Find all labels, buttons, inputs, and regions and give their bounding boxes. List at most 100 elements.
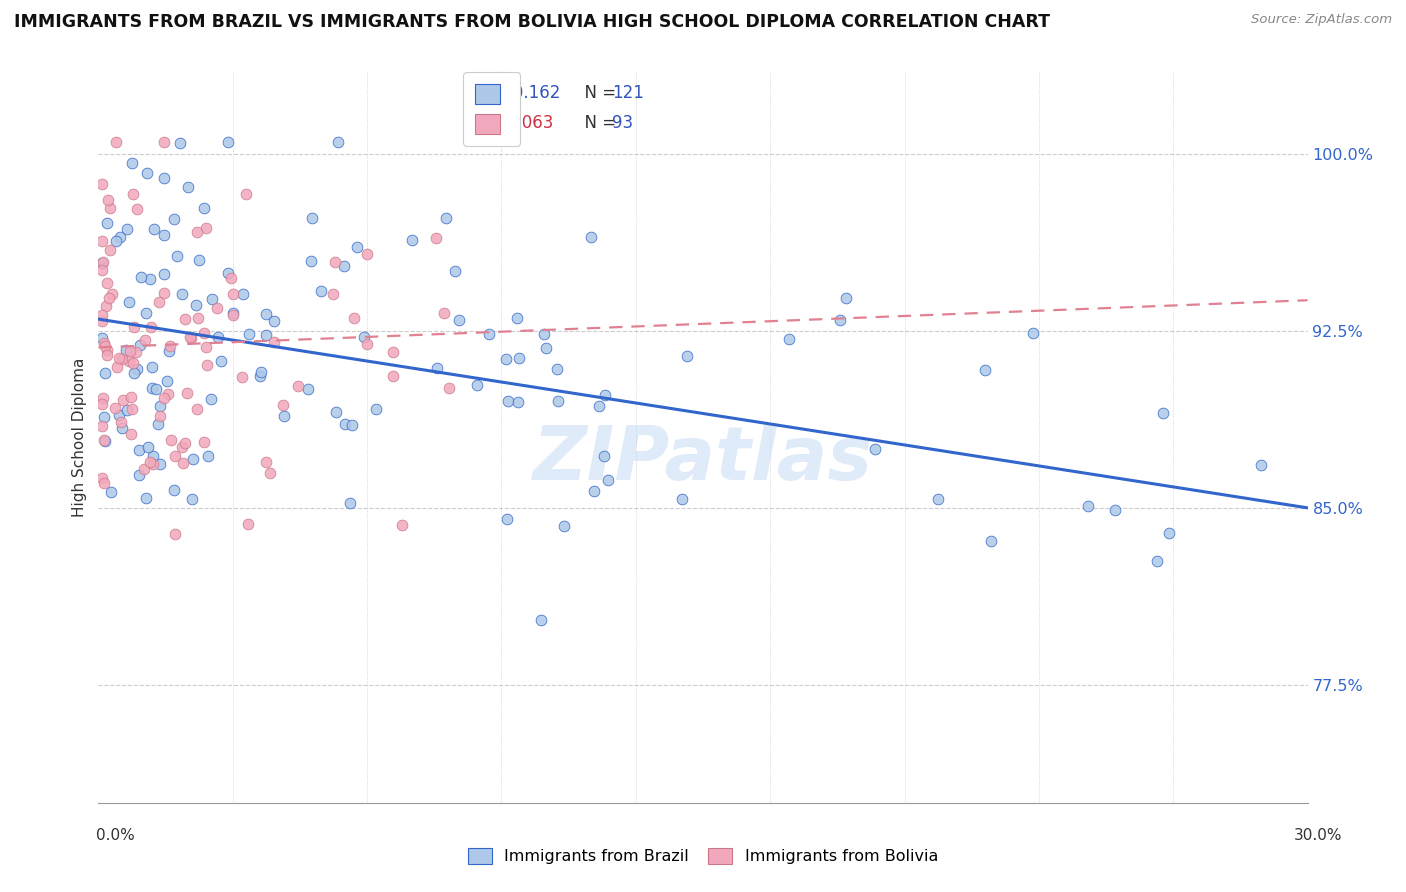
Point: [121, 402, 143, 417]
Point: [96, 277, 118, 291]
Point: [193, 326, 215, 341]
Point: [235, 187, 257, 202]
Point: [103, 401, 125, 415]
Point: [121, 187, 143, 202]
Point: [120, 390, 142, 404]
Point: [94, 366, 117, 380]
Point: [835, 291, 858, 305]
Point: [141, 359, 163, 374]
Point: [149, 409, 172, 424]
Point: [93, 475, 115, 490]
Point: [340, 417, 363, 432]
Text: 93: 93: [613, 114, 634, 132]
Point: [219, 271, 242, 285]
Point: [91, 255, 114, 269]
Point: [115, 403, 138, 417]
Point: [120, 427, 142, 442]
Point: [326, 135, 349, 149]
Point: [172, 456, 194, 470]
Point: [128, 338, 150, 352]
Point: [598, 473, 620, 487]
Point: [139, 455, 162, 469]
Point: [125, 202, 148, 216]
Text: ZIPatlas: ZIPatlas: [533, 423, 873, 496]
Point: [91, 263, 114, 277]
Point: [579, 229, 602, 244]
Point: [91, 255, 114, 269]
Point: [149, 457, 172, 471]
Text: R =: R =: [477, 114, 513, 132]
Point: [153, 170, 176, 185]
Point: [205, 301, 228, 315]
Point: [148, 294, 170, 309]
Point: [128, 468, 150, 483]
Point: [174, 435, 197, 450]
Point: [152, 391, 174, 405]
Point: [124, 319, 146, 334]
Point: [1159, 525, 1181, 540]
Point: [222, 286, 245, 301]
Point: [676, 349, 699, 363]
Point: [91, 313, 114, 327]
Point: [115, 343, 138, 357]
Point: [111, 393, 134, 408]
Point: [211, 354, 233, 368]
Point: [122, 366, 145, 380]
Point: [496, 394, 519, 409]
Point: [100, 287, 122, 301]
Point: [91, 235, 114, 249]
Point: [297, 382, 319, 396]
Point: [94, 434, 117, 448]
Point: [263, 314, 285, 328]
Point: [110, 415, 132, 429]
Point: [163, 449, 186, 463]
Point: [188, 252, 211, 267]
Point: [105, 359, 128, 374]
Point: [183, 452, 205, 467]
Point: [207, 330, 229, 344]
Point: [588, 400, 610, 414]
Point: [118, 343, 141, 358]
Point: [254, 454, 277, 468]
Point: [583, 483, 606, 498]
Point: [169, 136, 191, 150]
Point: [1250, 458, 1272, 473]
Point: [343, 311, 366, 326]
Point: [186, 226, 208, 240]
Point: [125, 361, 148, 376]
Point: [176, 385, 198, 400]
Point: [478, 326, 501, 341]
Point: [93, 433, 115, 447]
Point: [443, 264, 465, 278]
Point: [157, 387, 180, 401]
Text: -0.162: -0.162: [508, 84, 561, 102]
Point: [91, 397, 114, 411]
Point: [533, 326, 555, 341]
Point: [197, 449, 219, 463]
Point: [136, 166, 159, 180]
Point: [97, 193, 120, 207]
Point: [1077, 499, 1099, 513]
Y-axis label: High School Diploma: High School Diploma: [72, 358, 87, 516]
Point: [159, 434, 181, 448]
Point: [322, 286, 344, 301]
Point: [91, 418, 114, 433]
Point: [593, 449, 616, 463]
Point: [553, 519, 575, 533]
Point: [193, 201, 215, 215]
Point: [863, 442, 886, 456]
Point: [179, 330, 201, 344]
Point: [333, 259, 356, 273]
Point: [134, 333, 156, 347]
Point: [194, 221, 217, 235]
Legend: , : ,: [464, 72, 520, 145]
Point: [259, 466, 281, 480]
Point: [287, 379, 309, 393]
Point: [217, 266, 239, 280]
Point: [97, 291, 120, 305]
Point: [465, 377, 488, 392]
Point: [135, 491, 157, 505]
Point: [254, 307, 277, 321]
Point: [830, 313, 852, 327]
Point: [323, 254, 346, 268]
